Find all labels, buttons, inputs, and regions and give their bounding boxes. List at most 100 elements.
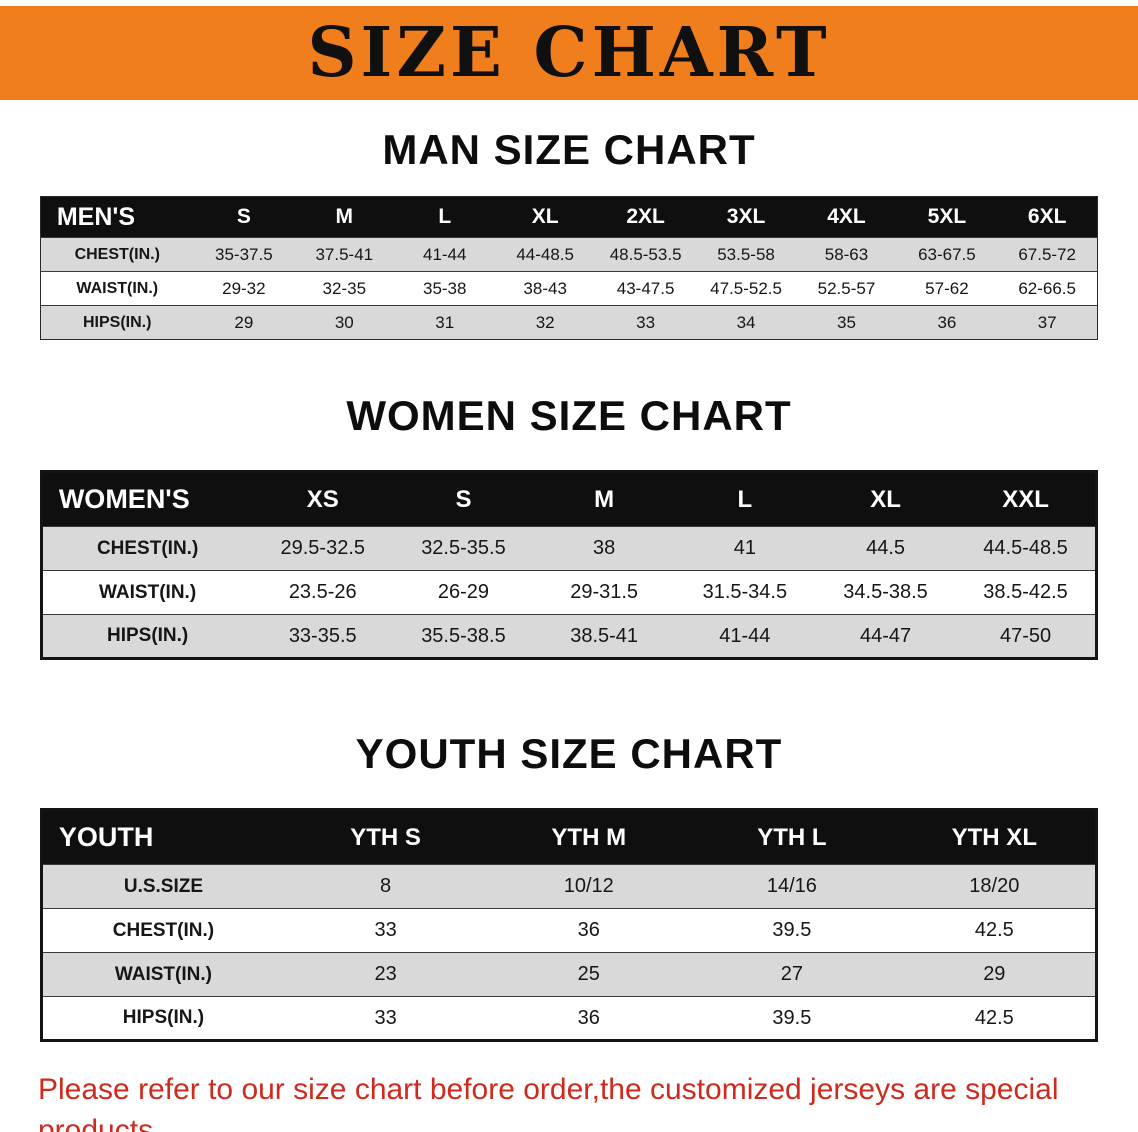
- value-cell: 26-29: [393, 570, 534, 615]
- content: MAN SIZE CHART MEN'S S M L XL 2XL 3XL 4XL 5XL 6XL C…: [0, 126, 1138, 1132]
- value-cell: 48.5-53.5: [595, 237, 696, 272]
- men-size-chart-section: MAN SIZE CHART MEN'S S M L XL 2XL 3XL 4XL 5XL 6XL C…: [0, 126, 1138, 340]
- table-row: CHEST(IN.) 29.5-32.5 32.5-35.5 38 41 44.5 44.5…: [41, 526, 1097, 571]
- men-size-table: MEN'S S M L XL 2XL 3XL 4XL 5XL 6XL CHEST(IN.) 35-37…: [39, 196, 1099, 340]
- value-cell: 35.5-38.5: [393, 614, 534, 659]
- value-cell: 29-32: [193, 271, 295, 306]
- row-label-cell: HIPS(IN.): [40, 305, 194, 340]
- size-header-cell: 4XL: [796, 196, 897, 238]
- value-cell: 58-63: [796, 237, 897, 272]
- value-cell: 33: [284, 996, 488, 1041]
- value-cell: 27: [690, 952, 894, 997]
- youth-size-table: YOUTH YTH S YTH M YTH L YTH XL U.S.SIZE 8 10/12…: [39, 808, 1099, 1042]
- value-cell: 37: [997, 305, 1098, 340]
- value-cell: 44.5: [815, 526, 956, 571]
- row-label-cell: CHEST(IN.): [41, 526, 253, 571]
- value-cell: 36: [487, 908, 691, 953]
- page-title: SIZE CHART: [307, 13, 831, 93]
- table-row: WAIST(IN.) 29-32 32-35 35-38 38-43 43-47.5 47.…: [40, 271, 1098, 306]
- size-header-cell: YTH M: [487, 809, 691, 865]
- value-cell: 44-48.5: [494, 237, 596, 272]
- value-cell: 36: [896, 305, 998, 340]
- youth-section-heading: YOUTH SIZE CHART: [355, 730, 783, 777]
- value-cell: 38.5-41: [533, 614, 675, 659]
- size-header-cell: M: [533, 471, 675, 527]
- value-cell: 52.5-57: [796, 271, 897, 306]
- row-label-cell: CHEST(IN.): [40, 237, 194, 272]
- value-cell: 29: [193, 305, 295, 340]
- value-cell: 32: [494, 305, 596, 340]
- value-cell: 44-47: [815, 614, 956, 659]
- row-label-cell: WAIST(IN.): [41, 952, 285, 997]
- women-size-table: WOMEN'S XS S M L XL XXL CHEST(IN.) 29.5-32.5 32.5…: [39, 470, 1099, 660]
- value-cell: 25: [487, 952, 691, 997]
- size-header-cell: YTH L: [690, 809, 894, 865]
- value-cell: 57-62: [896, 271, 998, 306]
- value-cell: 29-31.5: [533, 570, 675, 615]
- value-cell: 34: [695, 305, 797, 340]
- value-cell: 41-44: [674, 614, 816, 659]
- row-label-cell: CHEST(IN.): [41, 908, 285, 953]
- size-header-cell: S: [193, 196, 295, 238]
- table-row: CHEST(IN.) 35-37.5 37.5-41 41-44 44-48.5 48.5…: [40, 237, 1098, 272]
- value-cell: 47-50: [955, 614, 1097, 659]
- value-cell: 33-35.5: [252, 614, 394, 659]
- value-cell: 67.5-72: [997, 237, 1098, 272]
- header-row: YOUTH YTH S YTH M YTH L YTH XL: [41, 809, 1097, 865]
- size-header-cell: XXL: [955, 471, 1097, 527]
- table-row: HIPS(IN.) 33-35.5 35.5-38.5 38.5-41 41-44 44-…: [41, 614, 1097, 659]
- size-header-cell: M: [294, 196, 395, 238]
- size-header-cell: YTH S: [284, 809, 488, 865]
- value-cell: 14/16: [690, 864, 894, 909]
- table-row: WAIST(IN.) 23 25 27 29: [41, 952, 1097, 997]
- women-size-chart-section: WOMEN SIZE CHART WOMEN'S XS S M L XL XXL CHEST(I…: [0, 392, 1138, 660]
- value-cell: 37.5-41: [294, 237, 395, 272]
- value-cell: 10/12: [487, 864, 691, 909]
- size-header-cell: 2XL: [595, 196, 696, 238]
- size-header-cell: XS: [252, 471, 394, 527]
- value-cell: 34.5-38.5: [815, 570, 956, 615]
- table-row: CHEST(IN.) 33 36 39.5 42.5: [41, 908, 1097, 953]
- value-cell: 39.5: [690, 908, 894, 953]
- size-header-cell: YTH XL: [893, 809, 1097, 865]
- size-header-cell: L: [394, 196, 495, 238]
- youth-size-chart-section: YOUTH SIZE CHART YOUTH YTH S YTH M YTH L YTH …: [0, 730, 1138, 1042]
- disclaimer: Please refer to our size chart before or…: [0, 1070, 1138, 1132]
- size-header-cell: 3XL: [695, 196, 797, 238]
- value-cell: 47.5-52.5: [695, 271, 797, 306]
- size-header-cell: XL: [815, 471, 956, 527]
- value-cell: 43-47.5: [595, 271, 696, 306]
- header-row: WOMEN'S XS S M L XL XXL: [41, 471, 1097, 527]
- table-row: HIPS(IN.) 33 36 39.5 42.5: [41, 996, 1097, 1041]
- size-header-cell: XL: [494, 196, 596, 238]
- value-cell: 32.5-35.5: [393, 526, 534, 571]
- value-cell: 31: [394, 305, 495, 340]
- value-cell: 53.5-58: [695, 237, 797, 272]
- value-cell: 38.5-42.5: [955, 570, 1097, 615]
- table-row: WAIST(IN.) 23.5-26 26-29 29-31.5 31.5-34.5 34…: [41, 570, 1097, 615]
- table-row: HIPS(IN.) 29 30 31 32 33 34 35 36 37: [40, 305, 1098, 340]
- men-section-heading: MAN SIZE CHART: [382, 126, 756, 173]
- size-header-cell: L: [674, 471, 816, 527]
- value-cell: 29: [893, 952, 1097, 997]
- value-cell: 29.5-32.5: [252, 526, 394, 571]
- value-cell: 38-43: [494, 271, 596, 306]
- value-cell: 41: [674, 526, 816, 571]
- value-cell: 23.5-26: [252, 570, 394, 615]
- value-cell: 35: [796, 305, 897, 340]
- value-cell: 41-44: [394, 237, 495, 272]
- row-label-cell: U.S.SIZE: [41, 864, 285, 909]
- row-label-cell: HIPS(IN.): [41, 996, 285, 1041]
- disclaimer-line-1: Please refer to our size chart before or…: [38, 1073, 1059, 1132]
- size-header-cell: 6XL: [997, 196, 1098, 238]
- table-row: U.S.SIZE 8 10/12 14/16 18/20: [41, 864, 1097, 909]
- header-row: MEN'S S M L XL 2XL 3XL 4XL 5XL 6XL: [40, 196, 1098, 238]
- size-chart-banner: SIZE CHART: [0, 6, 1138, 100]
- value-cell: 62-66.5: [997, 271, 1098, 306]
- size-chart-sections: MAN SIZE CHART MEN'S S M L XL 2XL 3XL 4XL 5XL 6XL C…: [0, 126, 1138, 1042]
- value-cell: 32-35: [294, 271, 395, 306]
- value-cell: 38: [533, 526, 675, 571]
- value-cell: 35-37.5: [193, 237, 295, 272]
- value-cell: 35-38: [394, 271, 495, 306]
- value-cell: 8: [284, 864, 488, 909]
